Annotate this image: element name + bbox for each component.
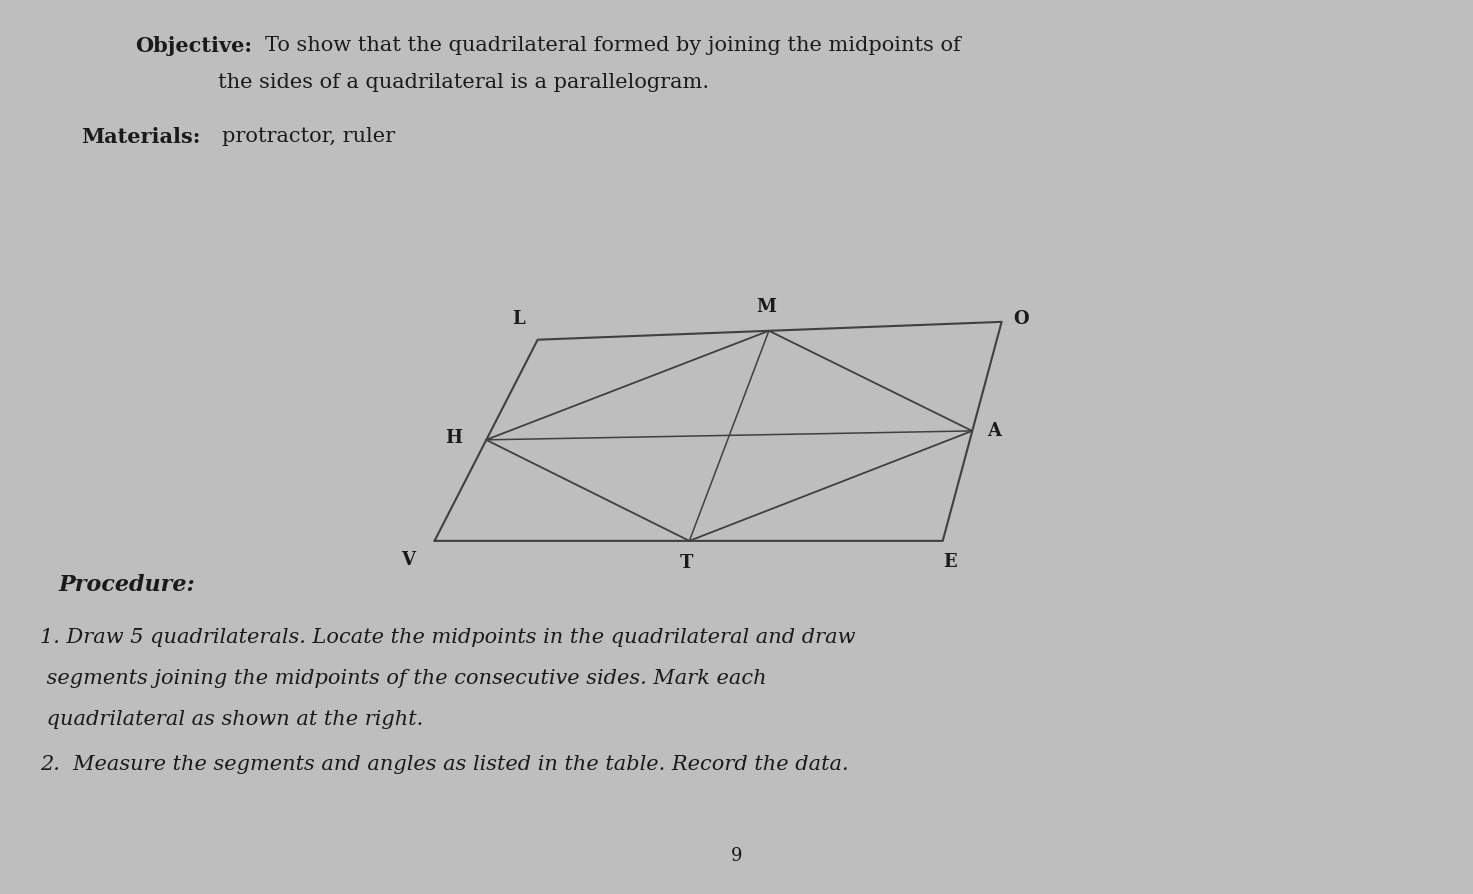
- Text: 2.  Measure the segments and angles as listed in the table. Record the data.: 2. Measure the segments and angles as li…: [40, 755, 848, 774]
- Text: A: A: [987, 422, 1002, 440]
- Text: V: V: [401, 551, 415, 569]
- Text: M: M: [756, 298, 776, 316]
- Text: Materials:: Materials:: [81, 127, 200, 147]
- Text: protractor, ruler: protractor, ruler: [222, 127, 396, 146]
- Text: the sides of a quadrilateral is a parallelogram.: the sides of a quadrilateral is a parall…: [218, 73, 709, 92]
- Text: segments joining the midpoints of the consecutive sides. Mark each: segments joining the midpoints of the co…: [40, 669, 766, 687]
- Text: To show that the quadrilateral formed by joining the midpoints of: To show that the quadrilateral formed by…: [265, 36, 960, 55]
- Text: 9: 9: [731, 848, 742, 865]
- Text: quadrilateral as shown at the right.: quadrilateral as shown at the right.: [40, 710, 423, 729]
- Text: L: L: [513, 310, 524, 328]
- Text: Procedure:: Procedure:: [59, 574, 196, 596]
- Text: H: H: [445, 429, 463, 447]
- Text: O: O: [1013, 310, 1028, 328]
- Text: 1. Draw 5 quadrilaterals. Locate the midpoints in the quadrilateral and draw: 1. Draw 5 quadrilaterals. Locate the mid…: [40, 628, 856, 646]
- Text: Objective:: Objective:: [136, 36, 252, 55]
- Text: E: E: [943, 553, 957, 571]
- Text: T: T: [679, 554, 694, 572]
